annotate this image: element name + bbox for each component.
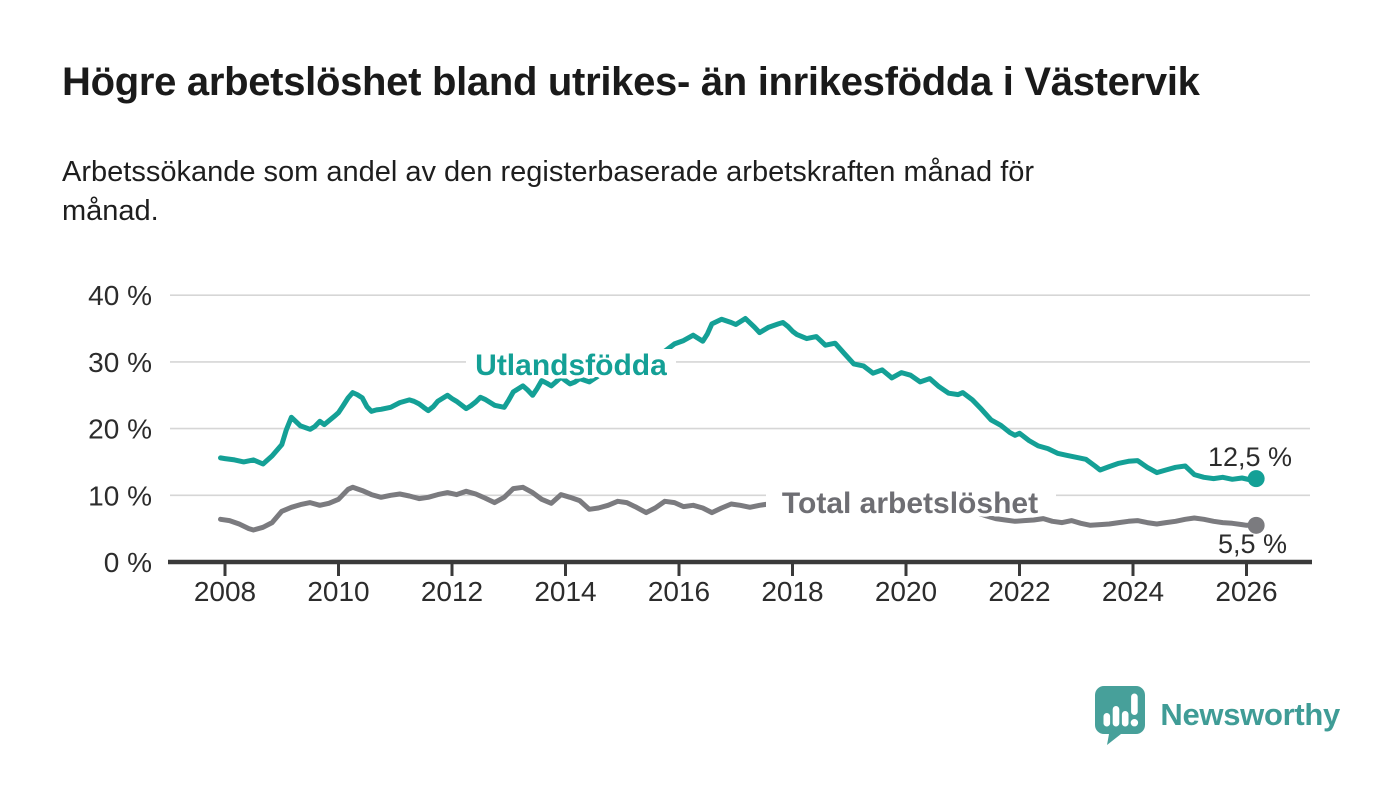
series-label-halo-1 — [766, 488, 1056, 516]
x-axis-label-2010: 2010 — [307, 576, 369, 607]
bar-icon-medium — [1122, 711, 1129, 727]
series-label-halo-0 — [466, 349, 676, 377]
x-axis-label-2026: 2026 — [1215, 576, 1277, 607]
endpoint-dot-utlandsfodda — [1247, 470, 1265, 488]
total-arbetsloshet-line — [218, 484, 1259, 533]
y-axis-label-30: 30 % — [88, 347, 152, 378]
endpoint-dot-total — [1247, 516, 1265, 534]
exclamation-dot-icon — [1131, 719, 1139, 727]
bar-icon-small — [1103, 713, 1111, 727]
series-label-utlandsfodda: Utlandsfödda — [475, 349, 667, 382]
x-axis-label-2020: 2020 — [875, 576, 937, 607]
speech-bubble-shape — [1095, 686, 1146, 745]
end-value-label-total: 5,5 % — [1218, 529, 1287, 559]
y-axis-label-40: 40 % — [88, 280, 152, 311]
series-label-total-arbetsloshet: Total arbetslöshet — [782, 487, 1038, 520]
y-axis-label-0: 0 % — [104, 547, 152, 578]
x-axis-label-2018: 2018 — [761, 576, 823, 607]
x-axis-label-2008: 2008 — [194, 576, 256, 607]
x-axis-label-2014: 2014 — [534, 576, 596, 607]
x-axis-label-2016: 2016 — [648, 576, 710, 607]
chart-subtitle: Arbetssökande som andel av den registerb… — [62, 153, 1034, 231]
utlandsfodda-line — [218, 316, 1259, 483]
x-axis-label-2012: 2012 — [421, 576, 483, 607]
exclamation-bar-icon — [1131, 693, 1139, 715]
y-axis-label-20: 20 % — [88, 414, 152, 445]
brand-wordmark: Newsworthy — [1160, 697, 1340, 732]
x-axis-label-2022: 2022 — [988, 576, 1050, 607]
chart-subtitle-line-1: Arbetssökande som andel av den registerb… — [62, 156, 1035, 188]
newsworthy-logo-icon — [1095, 686, 1146, 745]
x-axis-label-2024: 2024 — [1102, 576, 1164, 607]
y-axis-label-10: 10 % — [88, 480, 152, 511]
page-title: Högre arbetslöshet bland utrikes- än inr… — [62, 60, 1200, 104]
chart-subtitle-line-2: månad. — [62, 195, 159, 227]
newsworthy-brand: Newsworthy — [1093, 684, 1340, 746]
end-value-label-utlandsfodda: 12,5 % — [1208, 442, 1292, 472]
bar-icon-tall — [1113, 706, 1120, 727]
